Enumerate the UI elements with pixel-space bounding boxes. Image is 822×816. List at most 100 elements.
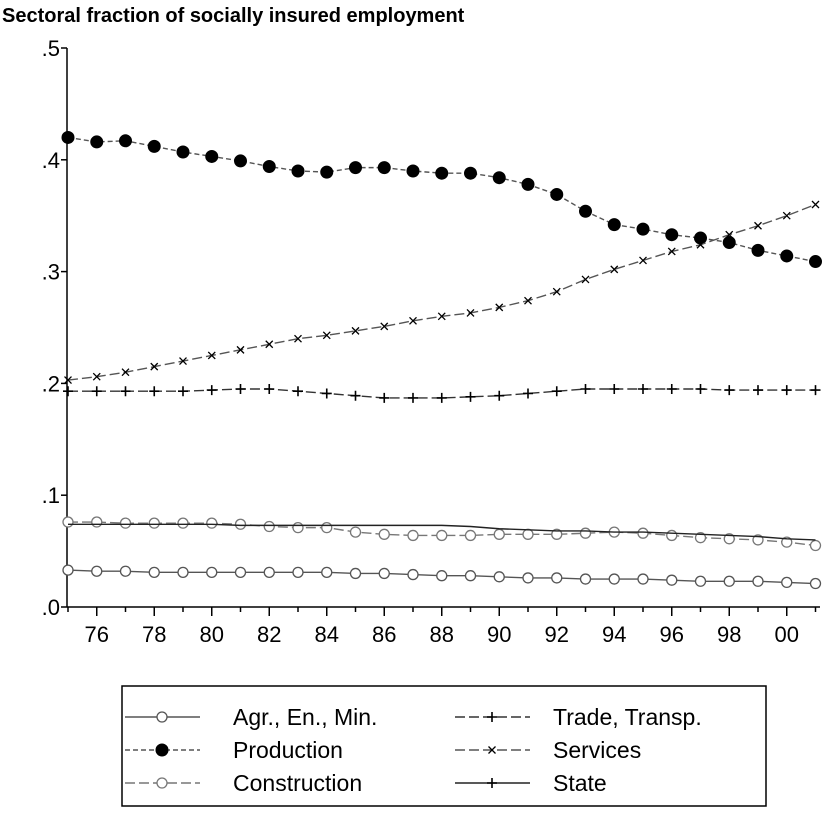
marker xyxy=(90,135,104,149)
marker xyxy=(321,566,333,578)
marker xyxy=(321,388,332,399)
marker xyxy=(522,572,534,584)
marker xyxy=(177,517,189,529)
marker xyxy=(580,383,591,394)
marker xyxy=(551,572,563,584)
marker xyxy=(809,539,822,552)
x-tick-label: 86 xyxy=(372,622,396,647)
marker xyxy=(696,240,705,249)
marker xyxy=(234,154,247,168)
marker xyxy=(610,265,619,274)
marker xyxy=(409,316,417,325)
marker xyxy=(811,200,820,209)
marker xyxy=(809,577,822,590)
marker xyxy=(91,516,103,528)
marker xyxy=(522,528,534,540)
marker xyxy=(119,517,132,529)
marker xyxy=(607,218,621,232)
marker xyxy=(551,386,562,397)
marker xyxy=(378,567,390,580)
marker xyxy=(119,565,132,577)
marker xyxy=(694,575,707,587)
marker xyxy=(380,322,389,331)
x-tick-label: 88 xyxy=(430,622,454,647)
marker xyxy=(349,161,362,175)
marker xyxy=(488,746,496,754)
marker xyxy=(63,386,73,397)
marker xyxy=(780,249,794,263)
marker xyxy=(579,573,592,585)
marker xyxy=(206,517,218,529)
marker xyxy=(722,236,736,250)
marker xyxy=(291,164,305,178)
marker xyxy=(235,383,246,394)
marker xyxy=(262,160,276,174)
marker xyxy=(753,385,763,396)
marker xyxy=(150,362,159,371)
legend-label: Production xyxy=(233,737,343,763)
legend-label: State xyxy=(553,770,607,796)
marker xyxy=(155,743,169,757)
marker xyxy=(322,331,331,340)
marker xyxy=(292,521,304,534)
marker xyxy=(234,518,247,530)
marker xyxy=(579,527,592,539)
marker xyxy=(156,711,168,723)
marker xyxy=(694,532,707,544)
marker xyxy=(552,287,561,296)
marker xyxy=(61,130,75,144)
y-tick-label: .3 xyxy=(42,260,60,285)
marker xyxy=(752,575,764,587)
marker xyxy=(521,177,535,191)
marker xyxy=(550,187,564,201)
marker xyxy=(667,247,676,256)
marker xyxy=(265,340,274,349)
marker xyxy=(264,383,275,394)
x-tick-label: 84 xyxy=(315,622,339,647)
marker xyxy=(609,383,620,394)
marker xyxy=(349,526,362,538)
x-tick-label: 80 xyxy=(200,622,224,647)
marker xyxy=(349,567,362,580)
marker xyxy=(809,255,822,269)
marker xyxy=(176,145,190,159)
marker xyxy=(320,165,334,179)
marker xyxy=(234,566,247,578)
marker xyxy=(523,388,533,399)
marker xyxy=(639,256,647,265)
marker xyxy=(637,573,649,585)
marker xyxy=(177,566,189,578)
marker xyxy=(724,385,735,396)
y-tick-label: .4 xyxy=(42,148,60,173)
marker xyxy=(148,517,160,529)
x-tick-label: 98 xyxy=(717,622,741,647)
marker xyxy=(464,570,477,582)
marker xyxy=(207,351,216,360)
series-line xyxy=(68,521,816,547)
marker xyxy=(665,228,679,242)
marker xyxy=(407,568,419,581)
marker xyxy=(351,326,360,335)
marker xyxy=(810,385,821,396)
marker xyxy=(321,521,333,534)
marker xyxy=(524,296,532,305)
marker xyxy=(781,536,793,548)
marker xyxy=(781,576,793,589)
marker xyxy=(205,149,219,163)
x-tick-label: 76 xyxy=(85,622,109,647)
marker xyxy=(464,166,477,180)
marker xyxy=(781,385,792,396)
marker xyxy=(494,390,505,401)
marker xyxy=(637,527,649,539)
marker xyxy=(148,566,160,578)
x-tick-label: 96 xyxy=(660,622,684,647)
marker xyxy=(62,564,74,576)
y-tick-label: .0 xyxy=(42,595,60,620)
x-tick-label: 92 xyxy=(545,622,569,647)
x-tick-label: 90 xyxy=(487,622,511,647)
marker xyxy=(666,574,678,586)
marker xyxy=(147,139,161,153)
y-tick-label: .5 xyxy=(42,36,60,61)
marker xyxy=(723,533,735,545)
